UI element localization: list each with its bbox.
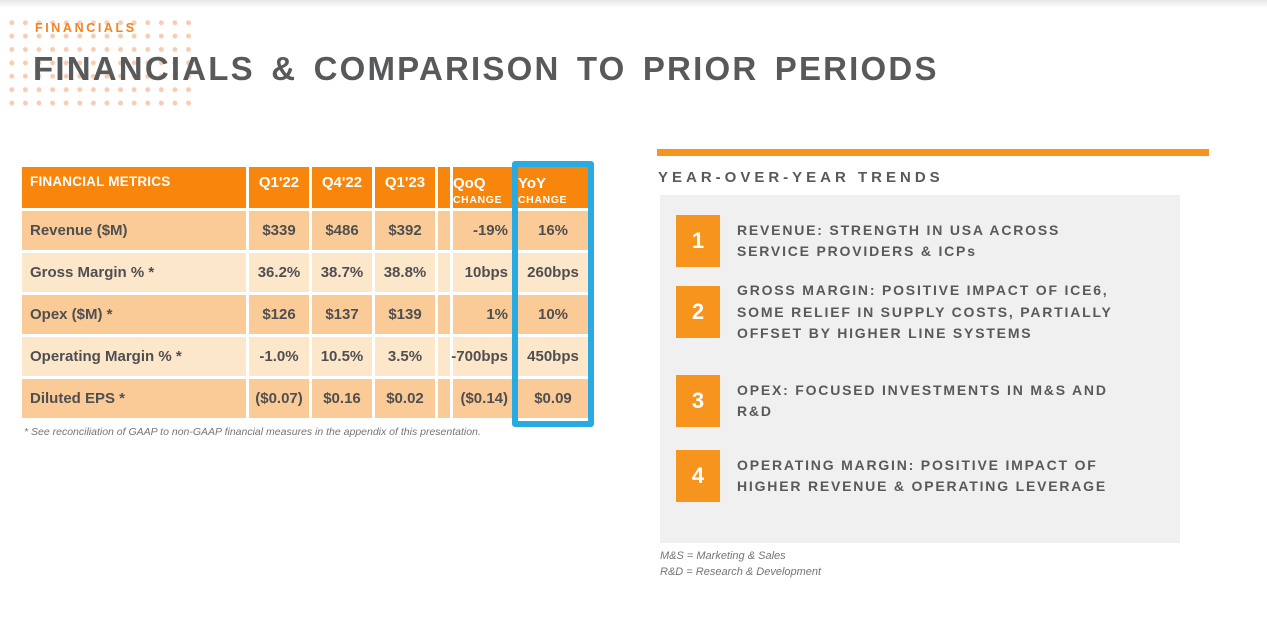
row-label-gross-margin: Gross Margin % * <box>22 253 246 292</box>
table-cell-qoq: -19% <box>453 211 515 250</box>
table-cell: $339 <box>249 211 309 250</box>
row-label-operating-margin: Operating Margin % * <box>22 337 246 376</box>
trend-text-line: OFFSET BY HIGHER LINE SYSTEMS <box>737 325 1033 341</box>
table-cell-yoy: 10% <box>518 295 588 334</box>
table-cell-qoq: 1% <box>453 295 515 334</box>
row-label-revenue: Revenue ($M) <box>22 211 246 250</box>
trend-item-revenue: 1 REVENUE: STRENGTH IN USA ACROSS SERVIC… <box>676 215 1162 267</box>
trend-item-operating-margin: 4 OPERATING MARGIN: POSITIVE IMPACT OF H… <box>676 450 1162 502</box>
table-cell: 38.7% <box>312 253 372 292</box>
trend-text-line: HIGHER REVENUE & OPERATING LEVERAGE <box>737 478 1108 494</box>
table-cell-spacer <box>438 337 450 376</box>
col-header-q1-23: Q1'23 <box>375 167 435 208</box>
dot-pattern-decoration <box>1 14 193 108</box>
page-title: FINANCIALS & COMPARISON TO PRIOR PERIODS <box>33 50 939 87</box>
trend-item-opex: 3 OPEX: FOCUSED INVESTMENTS IN M&S AND R… <box>676 375 1162 427</box>
section-eyebrow: FINANCIALS <box>35 21 137 35</box>
table-cell: $0.16 <box>312 379 372 418</box>
trend-number-badge: 3 <box>676 375 720 427</box>
gaap-footnote: * See reconciliation of GAAP to non-GAAP… <box>24 426 481 438</box>
trends-panel: 1 REVENUE: STRENGTH IN USA ACROSS SERVIC… <box>660 195 1180 543</box>
window-top-edge <box>0 0 1267 7</box>
trend-item-gross-margin: 2 GROSS MARGIN: POSITIVE IMPACT OF ICE6,… <box>676 280 1162 345</box>
yoy-label: YoY <box>518 174 547 192</box>
trend-text: OPEX: FOCUSED INVESTMENTS IN M&S AND R&D <box>737 380 1108 423</box>
table-cell: $0.02 <box>375 379 435 418</box>
trend-number-badge: 1 <box>676 215 720 267</box>
qoq-label: QoQ <box>453 174 486 192</box>
row-label-diluted-eps: Diluted EPS * <box>22 379 246 418</box>
table-cell: -1.0% <box>249 337 309 376</box>
table-cell: 38.8% <box>375 253 435 292</box>
col-header-yoy-change: YoY CHANGE <box>518 167 588 208</box>
table-cell-spacer <box>438 379 450 418</box>
trend-text-line: SOME RELIEF IN SUPPLY COSTS, PARTIALLY <box>737 303 1113 320</box>
col-header-qoq-change: QoQ CHANGE <box>453 167 515 208</box>
table-cell-spacer <box>438 253 450 292</box>
table-cell-yoy: 450bps <box>518 337 588 376</box>
table-cell-qoq: 10bps <box>453 253 515 292</box>
trend-text-line: OPERATING MARGIN: POSITIVE IMPACT OF <box>737 456 1098 473</box>
trend-number-badge: 2 <box>676 286 720 339</box>
table-cell-spacer <box>438 211 450 250</box>
yoy-change-label: CHANGE <box>518 193 568 206</box>
financial-metrics-table: FINANCIAL METRICS Q1'22 Q4'22 Q1'23 QoQ … <box>22 167 588 418</box>
table-cell-yoy: $0.09 <box>518 379 588 418</box>
table-cell-spacer <box>438 295 450 334</box>
table-cell: $486 <box>312 211 372 250</box>
trend-text-line: REVENUE: STRENGTH IN USA ACROSS <box>737 221 1061 238</box>
row-label-opex: Opex ($M) * <box>22 295 246 334</box>
qoq-change-label: CHANGE <box>453 193 503 206</box>
table-cell-yoy: 16% <box>518 211 588 250</box>
abbreviation-footnotes: M&S = Marketing & Sales R&D = Research &… <box>660 548 821 580</box>
trend-text-line: GROSS MARGIN: POSITIVE IMPACT OF ICE6, <box>737 282 1109 298</box>
col-header-financial-metrics: FINANCIAL METRICS <box>22 167 246 208</box>
trend-text-line: SERVICE PROVIDERS & ICPs <box>737 243 977 259</box>
table-cell-yoy: 260bps <box>518 253 588 292</box>
col-header-spacer <box>438 167 450 208</box>
trend-text-line: R&D <box>737 403 773 419</box>
table-cell: 10.5% <box>312 337 372 376</box>
table-cell: $126 <box>249 295 309 334</box>
trends-heading: YEAR-OVER-YEAR TRENDS <box>658 169 944 186</box>
table-cell: 36.2% <box>249 253 309 292</box>
trend-text: REVENUE: STRENGTH IN USA ACROSS SERVICE … <box>737 220 1060 263</box>
table-cell-qoq: ($0.14) <box>453 379 515 418</box>
trend-text-line: OPEX: FOCUSED INVESTMENTS IN M&S AND <box>737 381 1108 398</box>
table-cell: $139 <box>375 295 435 334</box>
table-cell-qoq: -700bps <box>451 337 515 376</box>
trend-number-badge: 4 <box>676 450 720 502</box>
trends-accent-bar <box>657 149 1209 156</box>
trend-text: GROSS MARGIN: POSITIVE IMPACT OF ICE6, S… <box>737 280 1113 345</box>
trend-text: OPERATING MARGIN: POSITIVE IMPACT OF HIG… <box>737 455 1107 498</box>
table-cell: ($0.07) <box>249 379 309 418</box>
ms-footnote: M&S = Marketing & Sales <box>660 550 786 562</box>
table-cell: 3.5% <box>375 337 435 376</box>
rd-footnote: R&D = Research & Development <box>660 566 822 578</box>
col-header-q4-22: Q4'22 <box>312 167 372 208</box>
col-header-q1-22: Q1'22 <box>249 167 309 208</box>
table-cell: $392 <box>375 211 435 250</box>
table-cell: $137 <box>312 295 372 334</box>
